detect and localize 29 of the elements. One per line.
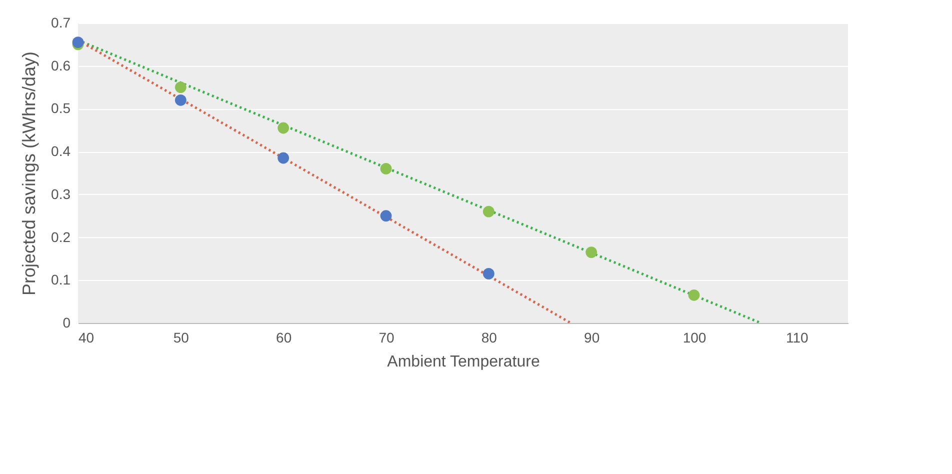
point (174, 82, 186, 93)
x-tick-label: 50 (173, 330, 190, 346)
x-tick-label: 80 (481, 330, 498, 346)
x-tick-label: 70 (378, 330, 394, 346)
x-axis-title: Ambient Temperature (387, 354, 540, 370)
y-tick-label: 0.3 (51, 186, 71, 202)
y-tick-label: 0.6 (51, 57, 71, 74)
y-tick-label: 0.7 (51, 14, 71, 30)
point (380, 210, 392, 222)
point (278, 152, 290, 164)
point (278, 122, 290, 134)
y-axis-title: Projected savings (kWhrs/day) (19, 51, 40, 296)
point (380, 163, 392, 174)
point (688, 289, 700, 301)
x-tick-label: 90 (584, 330, 600, 346)
x-tick-label: 40 (78, 330, 94, 346)
y-tick-label: 0.4 (51, 143, 71, 160)
point (586, 246, 598, 258)
y-tick-label: 0.5 (51, 100, 71, 116)
y-tick-label: 0.2 (51, 228, 71, 245)
x-tick-label: 110 (786, 330, 809, 346)
point (174, 94, 186, 106)
point (482, 268, 494, 280)
point (72, 36, 84, 48)
x-tick-label: 100 (682, 330, 706, 346)
x-tick-label: 60 (276, 330, 292, 346)
y-tick-label: 0.1 (51, 272, 71, 288)
y-tick-label: 0 (62, 314, 71, 330)
point (482, 206, 494, 218)
